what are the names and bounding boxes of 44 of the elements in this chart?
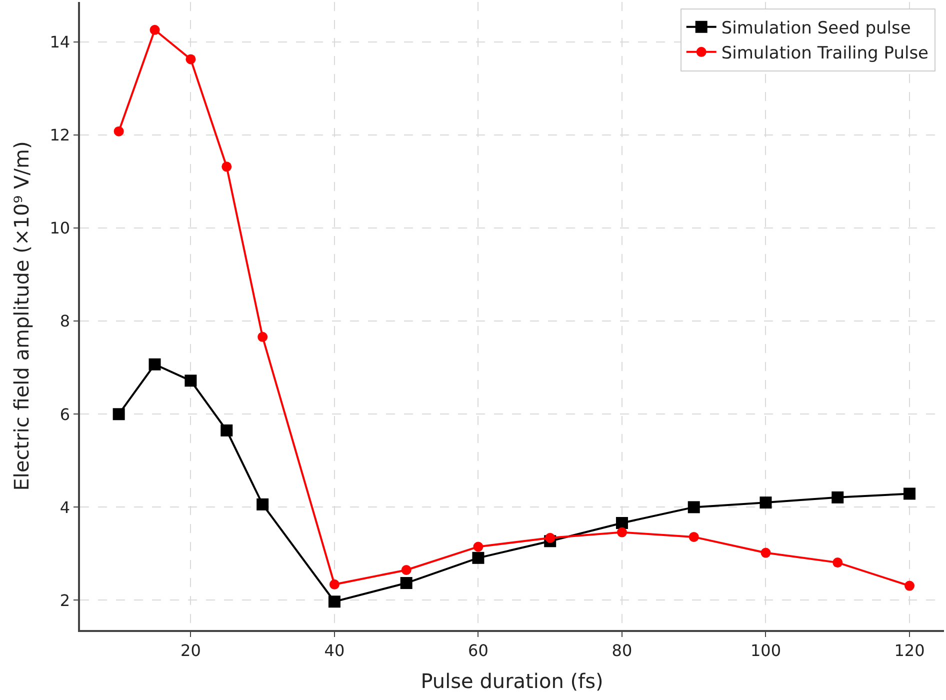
y-tick-label: 6: [60, 404, 70, 424]
point: [220, 424, 233, 436]
x-tick-label: 40: [324, 640, 345, 660]
x-tick-label: 120: [894, 640, 925, 660]
legend-label: Simulation Trailing Pulse: [721, 44, 929, 64]
point: [904, 580, 914, 591]
point: [186, 54, 196, 64]
point: [904, 488, 916, 500]
point: [688, 501, 700, 514]
point: [760, 496, 772, 509]
x-tick-label: 60: [468, 640, 488, 660]
point: [328, 596, 340, 608]
y-axis-title: Electric field amplitude (×10⁹ V/m): [10, 141, 34, 491]
point: [148, 358, 161, 370]
y-tick-label: 12: [50, 126, 70, 145]
point: [545, 532, 556, 543]
point: [258, 332, 268, 342]
point: [184, 374, 197, 387]
point: [114, 126, 124, 136]
point: [400, 577, 412, 590]
point: [616, 527, 627, 538]
point: [329, 579, 340, 590]
y-tick-label: 14: [50, 32, 70, 52]
point: [222, 162, 232, 172]
y-tick-label: 10: [50, 218, 70, 238]
point: [401, 564, 412, 575]
point: [112, 408, 125, 420]
x-axis-title: Pulse duration (fs): [420, 668, 604, 693]
y-tick-label: 4: [60, 498, 70, 517]
y-tick-label: 2: [60, 590, 70, 610]
point: [760, 548, 771, 558]
x-tick-label: 100: [750, 640, 782, 660]
legend-label: Simulation Seed pulse: [721, 18, 911, 38]
point: [688, 532, 699, 542]
y-tick-label: 8: [60, 312, 70, 331]
point: [473, 542, 484, 552]
x-tick-label: 20: [180, 640, 201, 660]
point: [256, 498, 269, 510]
x-tick-label: 80: [612, 640, 632, 660]
point: [150, 24, 160, 35]
point: [472, 552, 484, 564]
point: [832, 558, 843, 568]
point: [616, 517, 628, 530]
point: [832, 491, 844, 504]
